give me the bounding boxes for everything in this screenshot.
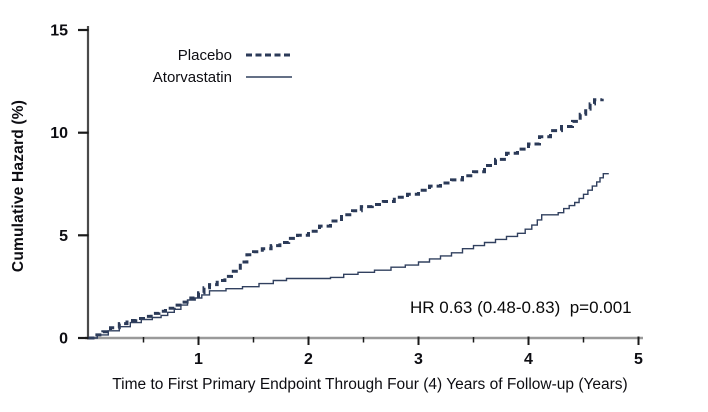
curve-atorvastatin <box>88 173 609 339</box>
legend-item-placebo: Placebo <box>140 44 293 66</box>
x-tick-label: 2 <box>304 351 313 368</box>
x-tick-label: 3 <box>414 351 423 368</box>
x-tick-label: 1 <box>194 351 203 368</box>
y-tick-label: 15 <box>50 23 68 40</box>
y-tick-label: 0 <box>59 331 68 348</box>
legend-solid-line-icon <box>246 76 292 78</box>
legend-label-atorvastatin: Atorvastatin <box>152 68 232 86</box>
y-tick-label: 10 <box>50 125 68 142</box>
x-tick-label: 4 <box>524 351 533 368</box>
legend-item-atorvastatin: Atorvastatin <box>140 66 293 88</box>
x-tick-label: 5 <box>634 351 643 368</box>
y-tick-label: 5 <box>59 228 68 245</box>
legend-label-placebo: Placebo <box>177 46 232 64</box>
hr-annotation: HR 0.63 (0.48-0.83) p=0.001 <box>410 298 632 317</box>
y-axis-title: Cumulative Hazard (%) <box>10 99 27 273</box>
legend: Placebo Atorvastatin <box>140 44 293 88</box>
x-axis-title: Time to First Primary Endpoint Through F… <box>112 376 628 393</box>
curve-placebo <box>88 98 604 340</box>
legend-dashed-line-icon <box>246 53 292 57</box>
